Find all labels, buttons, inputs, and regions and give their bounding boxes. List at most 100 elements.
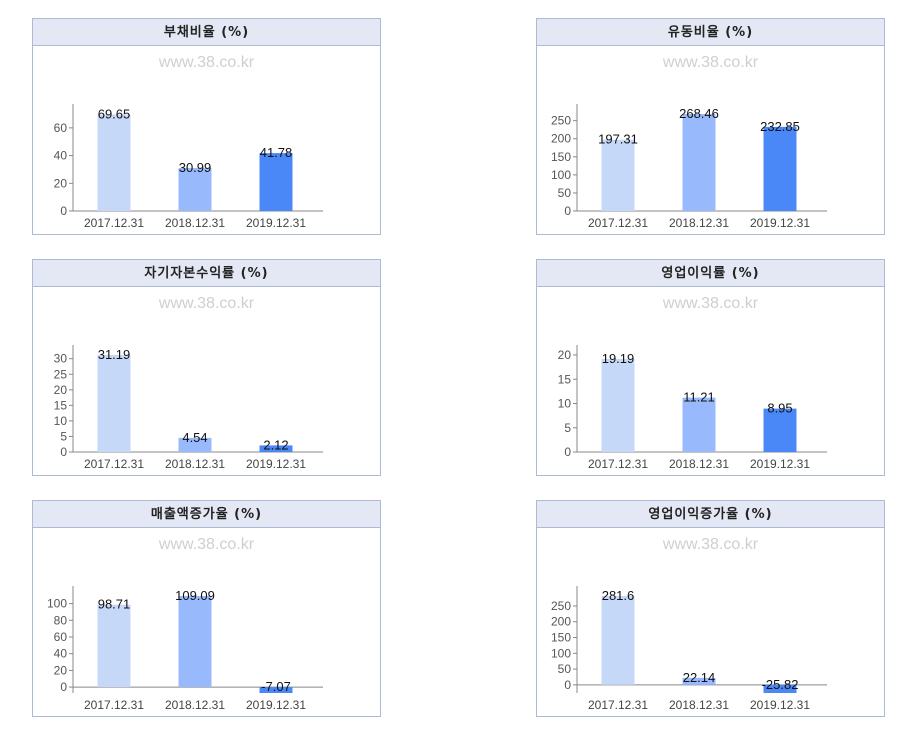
x-tick-label: 2017.12.31 (588, 457, 648, 471)
data-label: 11.21 (683, 390, 715, 405)
y-tick-label: 15 (558, 372, 572, 386)
y-tick-label: 20 (558, 348, 572, 362)
data-label: 31.19 (98, 347, 131, 362)
y-tick-label: 0 (60, 680, 67, 694)
chart-panel-current-ratio: 유동비율 (%) www.38.co.kr 0 50 100 150 200 250 197… (536, 18, 885, 235)
watermark: www.38.co.kr (158, 536, 255, 553)
x-tick-label: 2019.12.31 (246, 698, 306, 712)
y-tick-label: 60 (54, 630, 68, 644)
chart-panel-operating-margin: 영업이익률 (%) www.38.co.kr 0 5 10 15 20 19.19 2017… (536, 259, 885, 476)
bar (682, 397, 716, 452)
y-tick-label: 0 (60, 445, 67, 459)
y-tick-label: 50 (558, 662, 572, 676)
data-label: 19.19 (602, 351, 635, 366)
watermark: www.38.co.kr (158, 295, 255, 312)
x-tick-label: 2019.12.31 (750, 457, 810, 471)
data-label: 197.31 (598, 132, 638, 147)
bar (682, 677, 716, 685)
bar (682, 114, 716, 211)
watermark: www.38.co.kr (662, 536, 759, 553)
bar-chart: 0 5 10 15 20 19.19 2017.12.31 11.21 2018.12.31 8.… (558, 345, 827, 471)
x-tick-label: 2019.12.31 (750, 698, 810, 712)
y-tick-label: 5 (60, 429, 67, 443)
data-label: 2.12 (263, 437, 288, 452)
x-tick-label: 2018.12.31 (165, 216, 225, 230)
y-tick-label: 150 (551, 631, 571, 645)
watermark: www.38.co.kr (158, 54, 255, 71)
y-tick-label: 40 (54, 149, 68, 163)
chart-panel-roe: 자기자본수익률 (%) www.38.co.kr 0 5 10 15 20 25 30 31.… (32, 259, 381, 476)
y-tick-label: 80 (54, 613, 68, 627)
data-label: 41.78 (260, 145, 293, 160)
chart-panel-operating-profit-growth: 영업이익증가율 (%) www.38.co.kr 0 50 100 150 200 250… (536, 500, 885, 717)
x-tick-label: 2018.12.31 (669, 698, 729, 712)
y-tick-label: 150 (551, 150, 571, 164)
x-tick-label: 2017.12.31 (84, 216, 144, 230)
data-label: -25.82 (762, 677, 799, 692)
bar (178, 168, 212, 211)
bar-chart: 0 50 100 150 200 250 197.31 2017.12.31 268.46 201… (551, 104, 827, 230)
chart-panel-debt-ratio: 부채비율 (%) www.38.co.kr 0 20 40 60 69.65 2017.1… (32, 18, 381, 235)
bar-chart: 050100150200250281.62017.12.3122.142018.… (551, 586, 827, 712)
data-label: 4.54 (182, 430, 207, 445)
bar (97, 604, 131, 688)
x-tick-label: 2017.12.31 (588, 216, 648, 230)
bar (763, 684, 797, 693)
y-tick-label: 20 (54, 176, 68, 190)
y-tick-label: 30 (54, 352, 68, 366)
bar (178, 437, 212, 452)
bar (178, 596, 212, 688)
chart-title: 매출액증가율 (%) (33, 501, 380, 528)
data-label: 30.99 (179, 160, 212, 175)
x-tick-label: 2018.12.31 (669, 216, 729, 230)
bar-chart: 0 20 40 60 80 100 98.71 2017.12.31 109.09 2018.12… (47, 586, 323, 712)
bar (601, 358, 635, 452)
y-tick-label: 0 (564, 445, 571, 459)
y-tick-label: 5 (564, 421, 571, 435)
data-label: -7.07 (261, 679, 291, 694)
y-tick-label: 60 (54, 121, 68, 135)
x-tick-label: 2018.12.31 (669, 457, 729, 471)
chart-title: 자기자본수익률 (%) (33, 260, 380, 287)
bar (259, 445, 293, 452)
y-tick-label: 100 (551, 646, 571, 660)
data-label: 8.95 (767, 401, 792, 416)
x-tick-label: 2019.12.31 (750, 216, 810, 230)
y-tick-label: 0 (564, 204, 571, 218)
bar (259, 153, 293, 211)
data-label: 22.14 (683, 670, 716, 685)
data-label: 98.71 (98, 597, 131, 612)
bar (601, 139, 635, 211)
y-tick-label: 200 (551, 132, 571, 146)
x-tick-label: 2017.12.31 (588, 698, 648, 712)
x-tick-label: 2017.12.31 (84, 698, 144, 712)
x-tick-label: 2019.12.31 (246, 457, 306, 471)
watermark: www.38.co.kr (662, 54, 759, 71)
x-tick-label: 2018.12.31 (165, 457, 225, 471)
x-tick-label: 2018.12.31 (165, 698, 225, 712)
chart-title: 유동비율 (%) (537, 19, 884, 46)
data-label: 268.46 (679, 106, 719, 121)
data-label: 281.6 (602, 588, 635, 603)
bar-chart: 0 20 40 60 69.65 2017.12.31 30.99 2018.12.31 41.… (54, 104, 323, 230)
y-tick-label: 250 (551, 114, 571, 128)
chart-title: 영업이익증가율 (%) (537, 501, 884, 528)
watermark: www.38.co.kr (662, 295, 759, 312)
y-tick-label: 25 (54, 367, 68, 381)
y-tick-label: 10 (558, 397, 572, 411)
chart-panel-sales-growth: 매출액증가율 (%) www.38.co.kr 0 20 40 60 80 100 98.7… (32, 500, 381, 717)
y-tick-label: 20 (54, 383, 68, 397)
data-label: 109.09 (175, 588, 215, 603)
y-tick-label: 100 (47, 597, 67, 611)
bar (259, 687, 293, 693)
y-tick-label: 200 (551, 615, 571, 629)
y-tick-label: 10 (54, 414, 68, 428)
x-tick-label: 2017.12.31 (84, 457, 144, 471)
y-tick-label: 20 (54, 663, 68, 677)
bar (97, 355, 131, 452)
bar (97, 114, 131, 211)
y-tick-label: 0 (60, 204, 67, 218)
bar (763, 126, 797, 211)
y-tick-label: 50 (558, 186, 572, 200)
